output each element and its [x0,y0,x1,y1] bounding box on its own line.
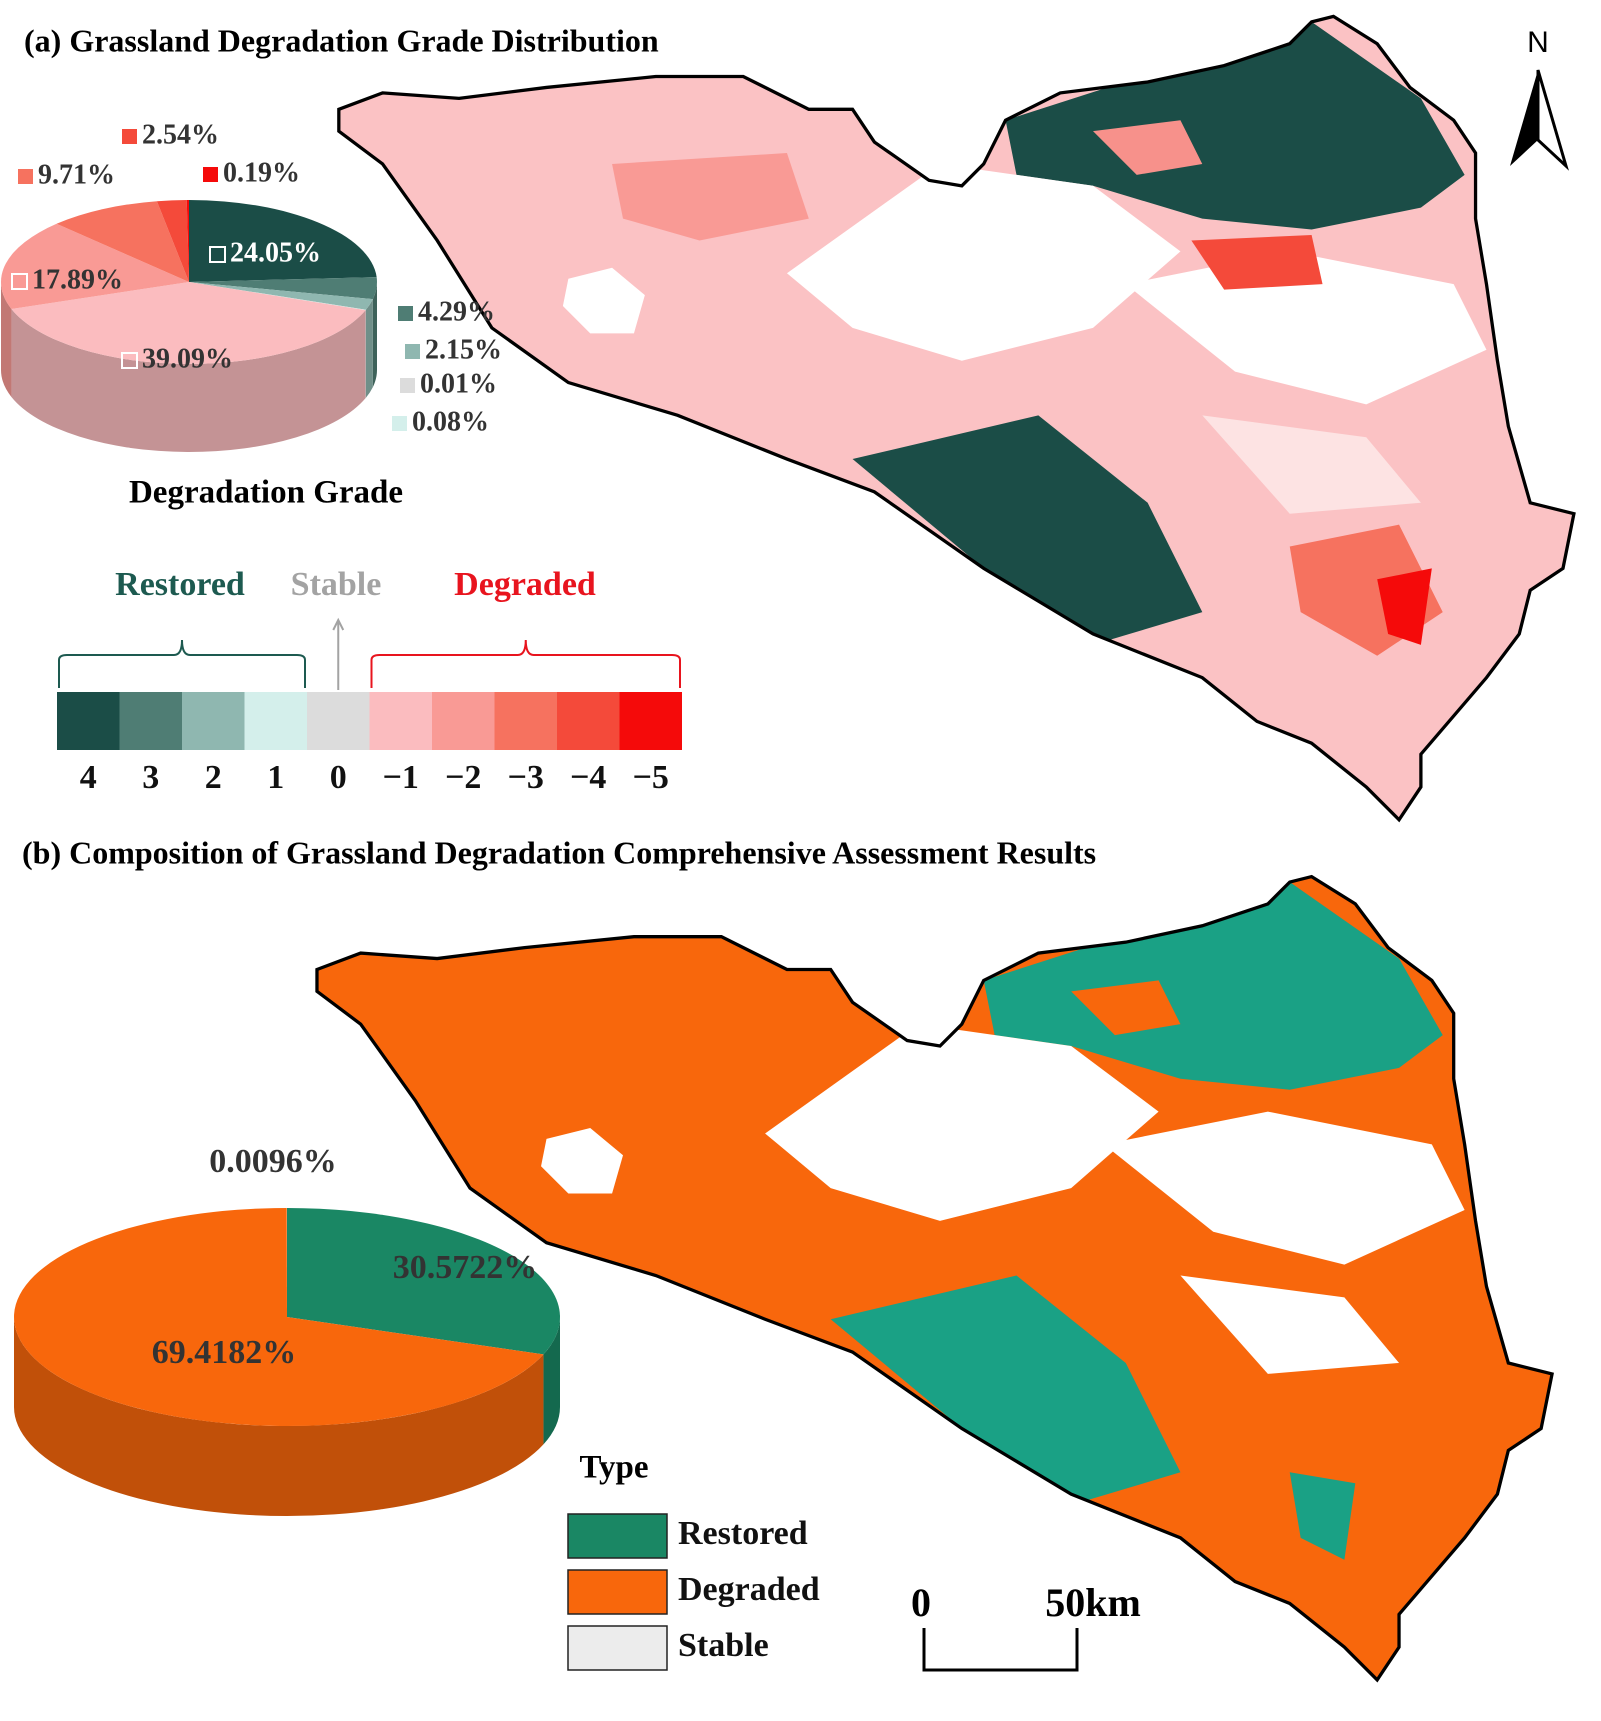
legend-swatch [369,692,432,750]
label-marker [11,273,28,290]
legend-label: −1 [383,759,419,796]
legend-label: −3 [508,759,544,796]
pie-slice [189,200,377,282]
legend-swatch [57,692,120,750]
legend-title: Type [579,1450,648,1486]
legend-label: 0 [330,759,347,796]
group-brace [370,639,681,688]
value-label: 9.71% [38,159,115,190]
legend-label: 2 [205,759,222,796]
legend-swatch [557,692,620,750]
legend-label: −2 [445,759,481,796]
value-label: 0.19% [223,157,300,188]
label-marker [398,306,413,321]
legend-swatch [307,692,370,750]
label-marker [405,344,420,359]
value-label: 30.5722% [393,1249,538,1286]
value-label: 0.01% [420,368,497,399]
legend-label: Restored [678,1515,808,1552]
pie-slice [11,282,366,364]
pie-slice [156,200,189,282]
legend-title: Degradation Grade [129,475,403,511]
legend-label: 4 [80,759,97,796]
scale-bar: 0 50km [911,1580,1141,1672]
label-marker [18,169,33,184]
value-label: 39.09% [142,343,233,374]
legend-label: −5 [633,759,669,796]
north-label: N [1527,26,1549,59]
pie-side [1,282,12,397]
legend-swatch [567,1513,668,1559]
legend-swatch [567,1625,668,1671]
pie-slice [189,282,373,310]
legend-label: Degraded [678,1571,820,1608]
value-label: 69.4182% [152,1334,297,1371]
group-label: Restored [115,566,245,603]
scale-label: 50km [1045,1580,1141,1625]
group-brace [58,639,306,688]
label-marker [209,246,226,263]
map-b [315,874,1554,1682]
value-label: 0.0096% [209,1143,337,1180]
pie-slice [189,277,378,300]
scale-label: 0 [911,1580,931,1625]
map-a [337,14,1576,822]
panel-title: (a) Grassland Degradation Grade Distribu… [24,22,659,58]
pie-side [372,282,377,388]
value-label: 4.29% [418,296,495,327]
value-label: 24.05% [230,237,321,268]
north-arrow: N [1510,26,1569,171]
legend-swatch [182,692,245,750]
pie-slice [56,201,189,282]
legend-label: 1 [267,759,284,796]
group-arrow [332,617,345,690]
legend-swatch [244,692,307,750]
pie-side [543,1317,560,1445]
pie-slice [14,1208,544,1426]
legend-label: −4 [570,759,606,796]
value-label: 2.54% [142,119,219,150]
value-label: 17.89% [32,264,123,295]
pie-slice [189,282,366,311]
legend-label: 3 [142,759,159,796]
legend-label: Stable [678,1627,769,1664]
group-label: Degraded [454,566,596,603]
legend-swatch [119,692,182,750]
group-label: Stable [291,566,382,603]
legend-swatch [494,692,557,750]
label-marker [122,129,137,144]
pie-slice [287,1208,560,1355]
legend-swatch [567,1569,668,1615]
pie-slice [186,200,189,282]
value-label: 0.08% [412,406,489,437]
pie-slice [189,282,366,311]
label-marker [400,378,415,393]
pie-side [14,1317,544,1516]
label-marker [203,167,218,182]
legend-swatch [432,692,495,750]
pie-side [11,308,366,452]
value-label: 2.15% [425,334,502,365]
label-marker [121,352,138,369]
legend-swatch [619,692,682,750]
pie-side [365,299,373,398]
label-marker [392,416,407,431]
pie-slice [0,223,189,309]
panel-title: (b) Composition of Grassland Degradation… [22,834,1096,870]
